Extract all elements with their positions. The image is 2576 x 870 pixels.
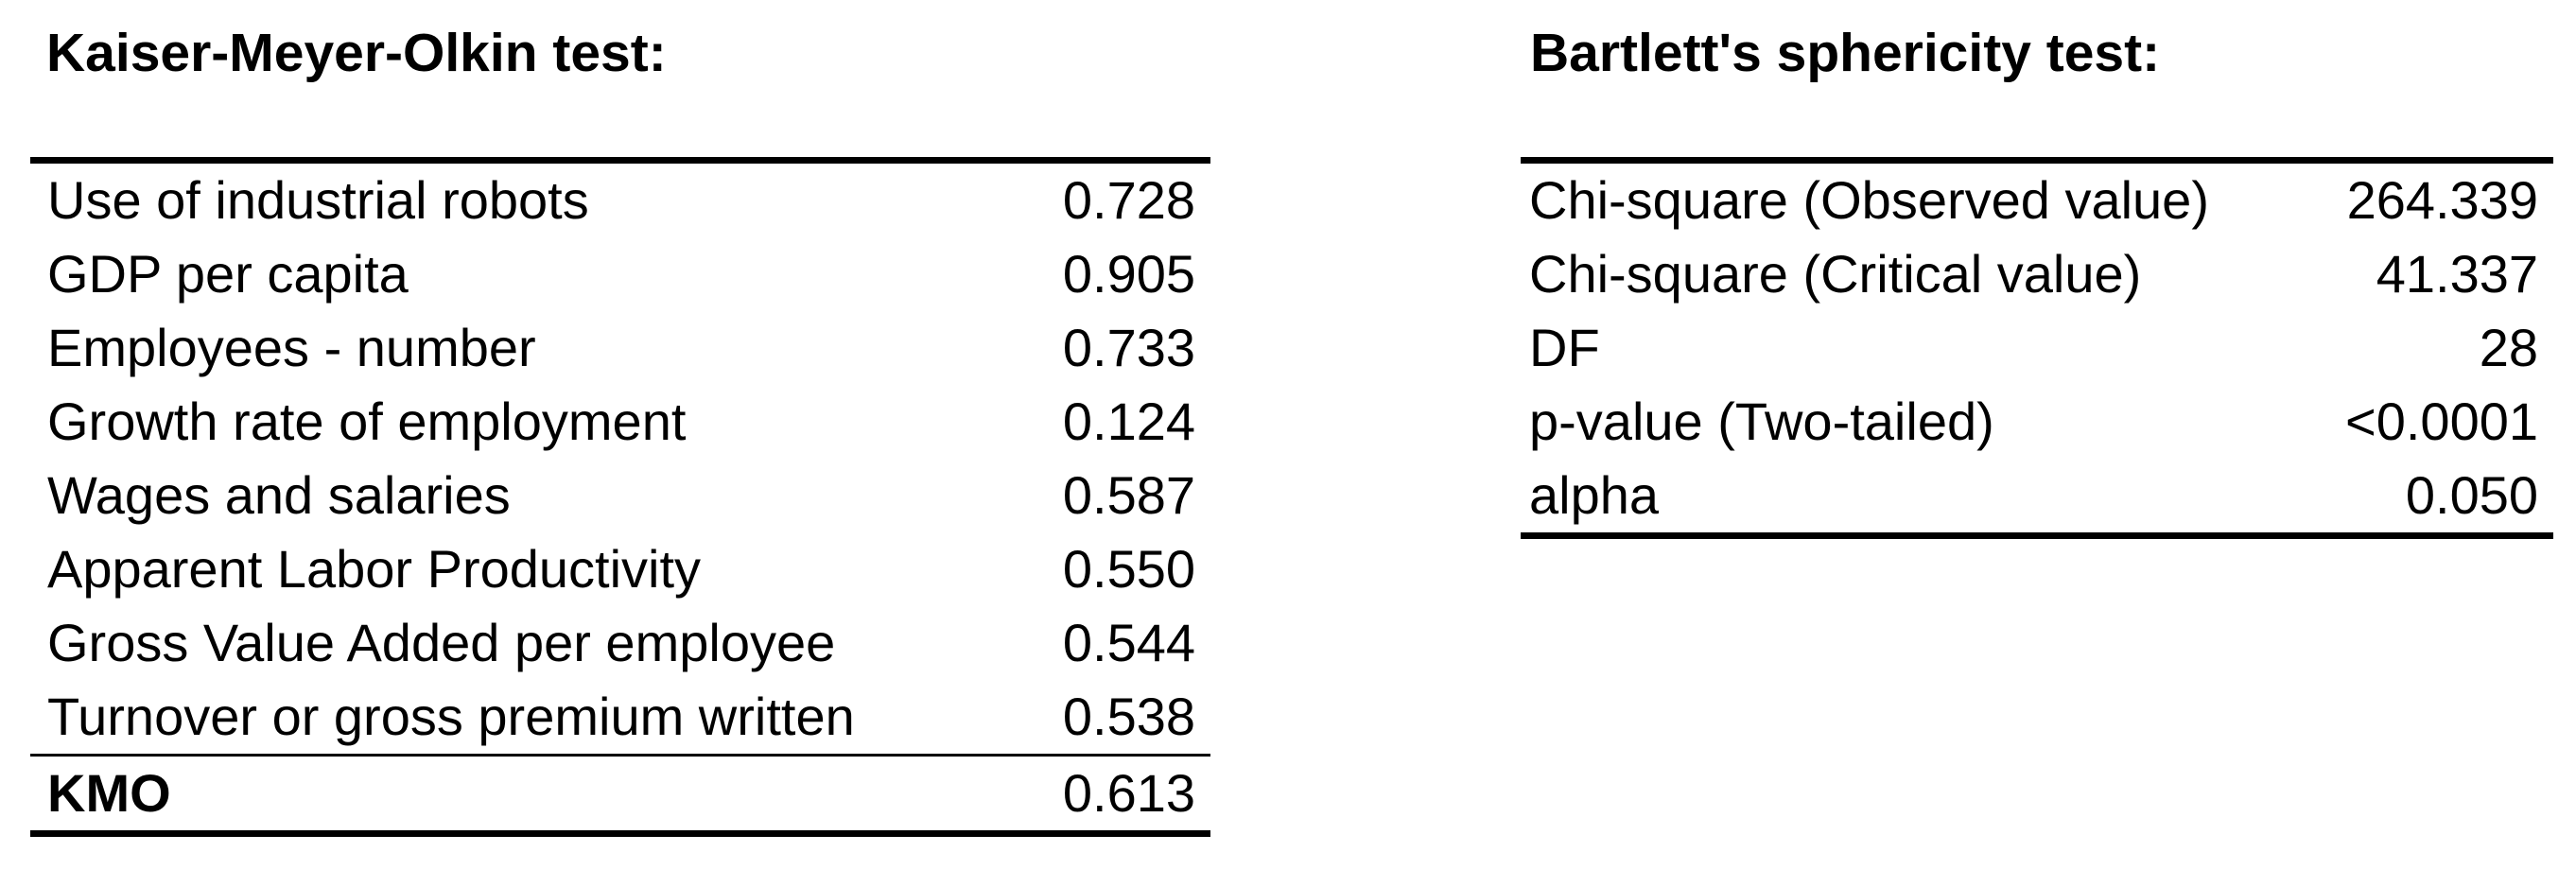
kmo-test-table: Use of industrial robots 0.728 GDP per c… — [30, 157, 1210, 837]
row-value: 0.124 — [1062, 392, 1195, 451]
row-value: 0.587 — [1062, 465, 1195, 525]
table-row: Chi-square (Observed value) 264.339 — [1521, 164, 2553, 237]
row-value: 0.733 — [1062, 318, 1195, 377]
row-value: 0.050 — [2405, 465, 2538, 525]
row-value: 41.337 — [2376, 244, 2538, 304]
row-value: <0.0001 — [2345, 392, 2538, 451]
row-label: Chi-square (Observed value) — [1529, 170, 2209, 230]
row-label: Use of industrial robots — [47, 170, 589, 230]
row-label: Wages and salaries — [47, 465, 511, 525]
row-value: 0.538 — [1062, 687, 1195, 746]
row-label: Employees - number — [47, 318, 536, 377]
kmo-summary-row: KMO 0.613 — [30, 757, 1210, 830]
table-row: Gross Value Added per employee 0.544 — [30, 606, 1210, 680]
row-value: 264.339 — [2346, 170, 2538, 230]
bartlett-test-table: Chi-square (Observed value) 264.339 Chi-… — [1521, 157, 2553, 539]
table-row: Chi-square (Critical value) 41.337 — [1521, 237, 2553, 311]
kmo-total-value: 0.613 — [1062, 763, 1195, 823]
table-row: Turnover or gross premium written 0.538 — [30, 680, 1210, 754]
row-label: Apparent Labor Productivity — [47, 539, 702, 599]
row-value: 28 — [2479, 318, 2538, 377]
row-value: 0.550 — [1062, 539, 1195, 599]
row-value: 0.544 — [1062, 613, 1195, 672]
table-row: alpha 0.050 — [1521, 459, 2553, 532]
table-row: Wages and salaries 0.587 — [30, 459, 1210, 532]
row-label: p-value (Two-tailed) — [1529, 392, 1994, 451]
row-label: Growth rate of employment — [47, 392, 687, 451]
bartlett-bottom-rule — [1521, 532, 2553, 539]
row-label: alpha — [1529, 465, 1660, 525]
row-label: GDP per capita — [47, 244, 409, 304]
kmo-table-title: Kaiser-Meyer-Olkin test: — [46, 23, 667, 83]
table-row: DF 28 — [1521, 311, 2553, 385]
table-row: p-value (Two-tailed) <0.0001 — [1521, 385, 2553, 459]
kmo-top-rule — [30, 157, 1210, 164]
table-row: GDP per capita 0.905 — [30, 237, 1210, 311]
bartlett-top-rule — [1521, 157, 2553, 164]
kmo-total-label: KMO — [47, 763, 171, 823]
row-label: Gross Value Added per employee — [47, 613, 836, 672]
bartlett-table-title: Bartlett's sphericity test: — [1530, 23, 2161, 83]
table-row: Growth rate of employment 0.124 — [30, 385, 1210, 459]
table-row: Apparent Labor Productivity 0.550 — [30, 532, 1210, 606]
kmo-divider-rule — [30, 754, 1210, 757]
row-label: DF — [1529, 318, 1600, 377]
kmo-bottom-rule — [30, 830, 1210, 837]
row-value: 0.905 — [1062, 244, 1195, 304]
table-row: Employees - number 0.733 — [30, 311, 1210, 385]
row-label: Turnover or gross premium written — [47, 687, 855, 746]
table-row: Use of industrial robots 0.728 — [30, 164, 1210, 237]
row-label: Chi-square (Critical value) — [1529, 244, 2142, 304]
row-value: 0.728 — [1062, 170, 1195, 230]
